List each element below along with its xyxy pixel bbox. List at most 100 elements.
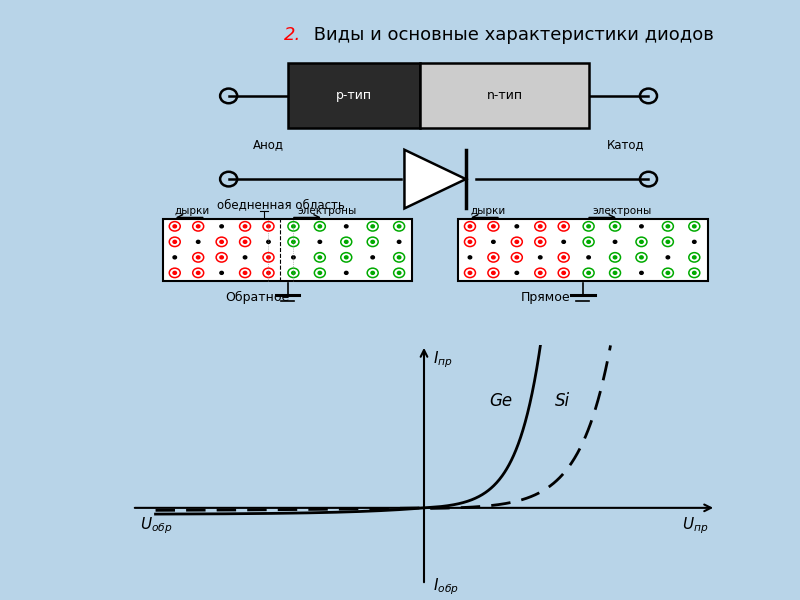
Circle shape [173,271,177,274]
Circle shape [266,225,270,228]
Circle shape [693,256,696,259]
Text: Виды и основные характеристики диодов: Виды и основные характеристики диодов [308,26,714,44]
Circle shape [515,271,518,274]
Circle shape [492,225,495,228]
Circle shape [371,256,374,259]
Circle shape [398,241,401,244]
Circle shape [468,256,472,259]
Circle shape [243,241,246,244]
Text: Анод: Анод [253,139,283,151]
Circle shape [538,225,542,228]
Circle shape [666,241,670,244]
Circle shape [562,241,566,244]
Circle shape [515,241,518,244]
Circle shape [371,271,374,274]
Circle shape [640,225,643,228]
Bar [163,218,412,281]
Circle shape [173,225,177,228]
Circle shape [345,241,348,244]
Circle shape [220,241,223,244]
Text: $I_{пр}$: $I_{пр}$ [434,349,453,370]
Circle shape [243,271,246,274]
Text: $U_{обр}$: $U_{обр}$ [140,515,172,536]
Text: электроны: электроны [298,206,357,216]
Circle shape [292,225,295,228]
Text: электроны: электроны [593,206,652,216]
Circle shape [562,225,566,228]
Circle shape [693,271,696,274]
Text: $I_{обр}$: $I_{обр}$ [434,577,459,597]
Circle shape [492,241,495,244]
Circle shape [538,256,542,259]
Circle shape [266,241,270,244]
Circle shape [666,225,670,228]
Circle shape [266,256,270,259]
Circle shape [371,225,374,228]
Circle shape [492,256,495,259]
Circle shape [587,225,590,228]
Circle shape [666,256,670,259]
Circle shape [398,225,401,228]
Circle shape [468,225,472,228]
Circle shape [640,271,643,274]
Circle shape [468,271,472,274]
Circle shape [614,225,617,228]
Circle shape [197,271,200,274]
Text: $U_{пр}$: $U_{пр}$ [682,515,708,536]
Circle shape [243,225,246,228]
Circle shape [173,241,177,244]
Text: Si: Si [554,392,570,410]
Circle shape [614,271,617,274]
Circle shape [640,241,643,244]
Circle shape [562,271,566,274]
Circle shape [515,256,518,259]
Circle shape [562,256,566,259]
Circle shape [640,256,643,259]
Circle shape [492,271,495,274]
Text: дырки: дырки [470,206,506,216]
Text: Прямое: Прямое [521,291,570,304]
Circle shape [398,271,401,274]
Circle shape [538,271,542,274]
Circle shape [693,225,696,228]
Circle shape [318,241,322,244]
Circle shape [220,225,223,228]
Circle shape [197,241,200,244]
Circle shape [371,241,374,244]
Circle shape [292,256,295,259]
Bar [288,64,421,128]
Circle shape [243,256,246,259]
Circle shape [345,256,348,259]
Circle shape [587,256,590,259]
Circle shape [666,271,670,274]
Bar [458,218,707,281]
Circle shape [398,256,401,259]
Text: Ge: Ge [490,392,513,410]
Circle shape [266,271,270,274]
Circle shape [587,241,590,244]
Circle shape [220,256,223,259]
Text: p-тип: p-тип [336,89,372,103]
Text: 2.: 2. [284,26,302,44]
Circle shape [693,241,696,244]
Text: Обратное: Обратное [226,291,290,304]
Circle shape [614,256,617,259]
Text: обедненная область: обедненная область [217,198,345,211]
Circle shape [173,256,177,259]
Text: n-тип: n-тип [487,89,523,103]
Circle shape [318,256,322,259]
Circle shape [587,271,590,274]
Circle shape [614,241,617,244]
Circle shape [292,241,295,244]
Circle shape [345,225,348,228]
Polygon shape [405,150,466,208]
Circle shape [318,271,322,274]
Circle shape [292,271,295,274]
Circle shape [197,225,200,228]
Circle shape [197,256,200,259]
Circle shape [468,241,472,244]
Circle shape [538,241,542,244]
Circle shape [515,225,518,228]
Text: дырки: дырки [175,206,210,216]
Bar [421,64,590,128]
